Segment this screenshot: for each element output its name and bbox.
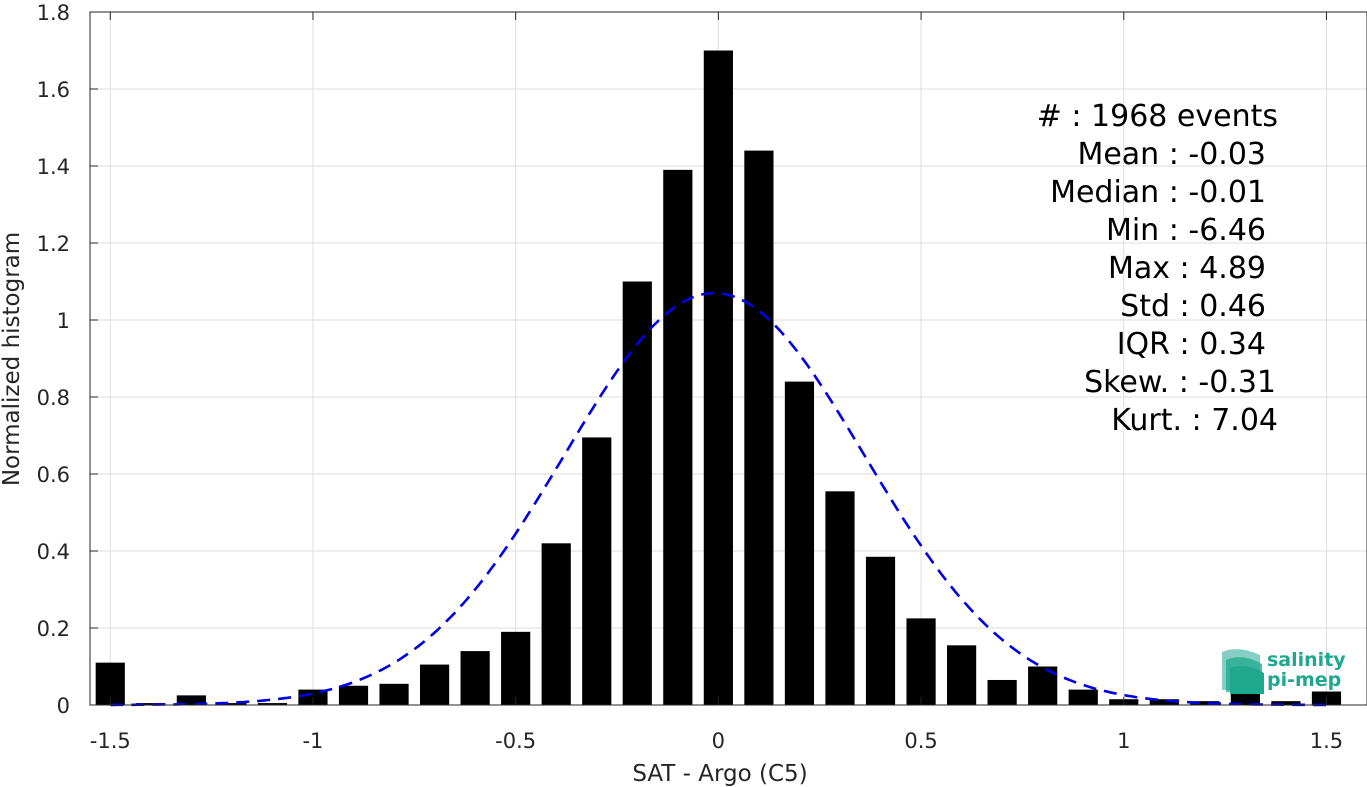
x-tick-label-5: 1 xyxy=(1117,729,1130,753)
y-tick-label-5: 1 xyxy=(57,309,70,333)
histogram-bar-6 xyxy=(338,685,369,705)
histogram-bar-3 xyxy=(217,703,247,705)
histogram-bar-21 xyxy=(947,645,977,705)
y-tick-label-7: 1.4 xyxy=(37,155,70,179)
histogram-bar-10 xyxy=(501,631,531,705)
plot-frame xyxy=(89,11,1367,706)
x-tick-label-1: -1 xyxy=(302,729,323,753)
histogram-bar-26 xyxy=(1149,699,1179,705)
histogram-bar-4 xyxy=(257,703,288,705)
y-axis-label: Normalized histogram xyxy=(0,232,25,486)
y-tick-label-2: 0.4 xyxy=(37,540,70,564)
logo-line2: pi-mep xyxy=(1267,669,1341,691)
y-tick-label-1: 0.2 xyxy=(37,617,70,641)
histogram-bar-8 xyxy=(419,664,450,705)
histogram-bar-12 xyxy=(582,437,612,705)
stats-line-5: Std : 0.46 xyxy=(1120,289,1266,324)
stats-line-3: Min : -6.46 xyxy=(1106,213,1266,248)
histogram-bar-7 xyxy=(379,683,409,705)
histogram-bar-22 xyxy=(987,679,1017,705)
y-tick-label-8: 1.6 xyxy=(37,78,70,102)
histogram-bar-28 xyxy=(1230,693,1260,705)
histogram-bar-24 xyxy=(1068,689,1098,705)
histogram-bar-14 xyxy=(663,169,693,706)
y-tick-label-3: 0.6 xyxy=(37,463,70,487)
histogram-bar-9 xyxy=(460,651,490,705)
histogram-bar-27 xyxy=(1190,701,1220,705)
y-tick-label-0: 0 xyxy=(57,694,70,718)
y-tick-label-4: 0.8 xyxy=(37,386,70,410)
y-tick-labels: 0 0.2 0.4 0.6 0.8 1 1.2 1.4 1.6 1.8 xyxy=(37,1,70,718)
x-tick-label-4: 0.5 xyxy=(904,729,937,753)
histogram-bar-13 xyxy=(622,281,652,705)
x-tick-label-6: 1.5 xyxy=(1310,729,1343,753)
y-tick-label-6: 1.2 xyxy=(37,232,70,256)
histogram-bar-17 xyxy=(784,381,815,705)
stats-line-6: IQR : 0.34 xyxy=(1117,327,1266,362)
histogram-bar-11 xyxy=(541,543,571,705)
histogram-bar-16 xyxy=(744,150,774,706)
x-tick-label-3: 0 xyxy=(712,729,725,753)
x-tick-labels: -1.5 -1 -0.5 0 0.5 1 1.5 xyxy=(90,729,1343,753)
histogram-bar-2 xyxy=(176,695,206,705)
stats-line-2: Median : -0.01 xyxy=(1050,175,1266,210)
histogram-bar-20 xyxy=(906,618,936,705)
histogram-bars xyxy=(95,50,1342,706)
stats-line-0: # : 1968 events xyxy=(1037,99,1278,134)
histogram-bar-1 xyxy=(136,703,166,705)
histogram-bar-19 xyxy=(865,556,896,705)
stats-line-8: Kurt. : 7.04 xyxy=(1111,403,1278,438)
histogram-bar-29 xyxy=(1271,701,1301,705)
x-axis-label: SAT - Argo (C5) xyxy=(632,761,807,787)
salinity-pi-mep-logo: salinity pi-mep xyxy=(1222,649,1346,694)
axis-ticks xyxy=(90,11,1327,706)
wave-logo-icon xyxy=(1222,649,1264,694)
x-tick-label-2: -0.5 xyxy=(495,729,536,753)
logo-line1: salinity xyxy=(1267,649,1346,671)
y-tick-label-9: 1.8 xyxy=(37,1,70,25)
x-tick-label-0: -1.5 xyxy=(90,729,131,753)
histogram-bar-18 xyxy=(825,491,855,705)
stats-line-4: Max : 4.89 xyxy=(1108,251,1266,286)
stats-line-7: Skew. : -0.31 xyxy=(1084,365,1276,400)
histogram-bar-15 xyxy=(703,50,733,705)
stats-line-1: Mean : -0.03 xyxy=(1077,137,1266,172)
